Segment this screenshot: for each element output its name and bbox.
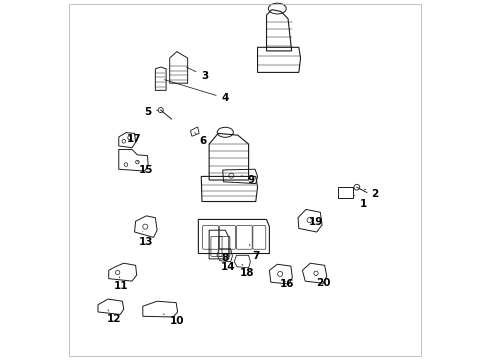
- Text: 15: 15: [137, 161, 154, 175]
- Text: 9: 9: [242, 175, 255, 185]
- Text: 12: 12: [107, 310, 122, 324]
- Text: 1: 1: [355, 195, 367, 210]
- Text: 5: 5: [144, 107, 158, 117]
- Text: 10: 10: [163, 314, 184, 325]
- Text: 18: 18: [240, 264, 254, 278]
- Text: 3: 3: [187, 67, 208, 81]
- Text: 4: 4: [165, 80, 229, 103]
- Text: 17: 17: [127, 134, 142, 144]
- Text: 7: 7: [249, 244, 259, 261]
- Text: 8: 8: [221, 250, 228, 263]
- Text: 14: 14: [220, 257, 235, 272]
- Text: 19: 19: [309, 217, 323, 227]
- Text: 11: 11: [114, 277, 128, 291]
- Text: 20: 20: [316, 275, 330, 288]
- Text: 2: 2: [364, 189, 378, 199]
- Text: 16: 16: [280, 279, 294, 289]
- Text: 13: 13: [139, 231, 154, 247]
- Text: 6: 6: [195, 133, 206, 145]
